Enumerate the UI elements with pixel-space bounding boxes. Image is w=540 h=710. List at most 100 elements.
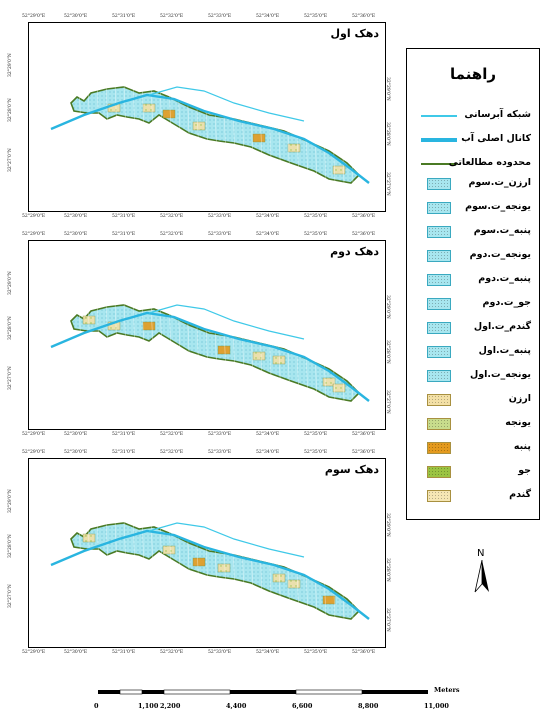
legend-swatch bbox=[427, 274, 451, 286]
crop-parcel bbox=[322, 377, 336, 387]
lon-tick-label: 52°36'0"E bbox=[352, 214, 376, 219]
lon-tick-label: 52°29'0"E bbox=[22, 450, 46, 455]
lon-tick-label: 52°35'0"E bbox=[304, 432, 328, 437]
lat-tick-label: 32°28'0"N bbox=[385, 558, 390, 582]
legend-label: پنبه bbox=[513, 441, 531, 452]
map-canvas bbox=[50, 82, 370, 184]
crop-parcel bbox=[252, 351, 266, 361]
lon-tick-label: 52°32'0"E bbox=[160, 650, 184, 655]
lon-tick-label: 52°29'0"E bbox=[22, 432, 46, 437]
legend-item: شبکه آبرسانی bbox=[415, 107, 539, 125]
legend-swatch bbox=[427, 394, 451, 406]
legend-label: یونجه_ت.دوم bbox=[469, 249, 531, 260]
legend-label: جو bbox=[518, 465, 531, 476]
lon-tick-label: 52°32'0"E bbox=[160, 450, 184, 455]
lon-tick-label: 52°30'0"E bbox=[64, 650, 88, 655]
lon-tick-label: 52°35'0"E bbox=[304, 214, 328, 219]
lat-tick-label: 32°28'0"N bbox=[8, 534, 13, 558]
lon-tick-label: 52°31'0"E bbox=[112, 214, 136, 219]
legend-line-symbol bbox=[421, 163, 457, 165]
scale-tick-label: 6,600 bbox=[292, 702, 313, 710]
legend-swatch bbox=[427, 322, 451, 334]
water-network bbox=[148, 304, 305, 340]
lon-tick-label: 52°35'0"E bbox=[304, 650, 328, 655]
lat-tick-label: 32°27'0"N bbox=[8, 148, 13, 172]
legend-label: شبکه آبرسانی bbox=[464, 109, 531, 120]
lon-tick-label: 52°33'0"E bbox=[208, 432, 232, 437]
crop-parcel bbox=[142, 103, 156, 113]
legend-item: یونجه_ت.اول bbox=[415, 367, 539, 385]
lat-tick-label: 32°29'0"N bbox=[8, 271, 13, 295]
lat-tick-label: 32°27'0"N bbox=[385, 172, 390, 196]
legend-item: گندم_ت.اول bbox=[415, 319, 539, 337]
legend-item: یونجه bbox=[415, 415, 539, 433]
legend-label: یونجه bbox=[505, 417, 531, 428]
map-panel-2: دهک دوم bbox=[28, 240, 386, 430]
crop-parcel bbox=[192, 557, 206, 567]
legend-item: پنبه bbox=[415, 439, 539, 457]
lat-tick-label: 32°27'0"N bbox=[8, 366, 13, 390]
lon-tick-label: 52°36'0"E bbox=[352, 232, 376, 237]
legend-label: پنبه_ت.سوم bbox=[473, 225, 531, 236]
legend-item: پنبه_ت.دوم bbox=[415, 271, 539, 289]
lon-tick-label: 52°32'0"E bbox=[160, 232, 184, 237]
map-canvas bbox=[50, 518, 370, 620]
lon-tick-label: 52°32'0"E bbox=[160, 214, 184, 219]
lat-tick-label: 32°29'0"N bbox=[385, 513, 390, 537]
legend-swatch bbox=[427, 370, 451, 382]
panel-title: دهک اول bbox=[330, 27, 379, 40]
north-arrow: N bbox=[472, 548, 492, 598]
legend-item: یونجه_ت.سوم bbox=[415, 199, 539, 217]
legend-label: محدوده مطالعاتی bbox=[448, 157, 531, 168]
lon-tick-label: 52°36'0"E bbox=[352, 14, 376, 19]
legend-item: پنبه_ت.اول bbox=[415, 343, 539, 361]
legend-item: ارزن_ت.سوم bbox=[415, 175, 539, 193]
lon-tick-label: 52°36'0"E bbox=[352, 432, 376, 437]
legend-item: پنبه_ت.سوم bbox=[415, 223, 539, 241]
scale-tick-label: 4,400 bbox=[226, 702, 247, 710]
legend-swatch bbox=[427, 298, 451, 310]
main-canal bbox=[50, 311, 370, 402]
legend-item: جو_ت.دوم bbox=[415, 295, 539, 313]
lon-tick-label: 52°35'0"E bbox=[304, 232, 328, 237]
crop-parcel bbox=[162, 545, 176, 555]
lon-tick-label: 52°34'0"E bbox=[256, 650, 280, 655]
lon-tick-label: 52°30'0"E bbox=[64, 232, 88, 237]
crop-parcel bbox=[162, 109, 176, 119]
lat-tick-label: 32°27'0"N bbox=[8, 584, 13, 608]
lon-tick-label: 52°32'0"E bbox=[160, 432, 184, 437]
lat-tick-label: 32°28'0"N bbox=[385, 122, 390, 146]
lon-tick-label: 52°30'0"E bbox=[64, 450, 88, 455]
lat-tick-label: 32°27'0"N bbox=[385, 608, 390, 632]
scale-tick-label: 11,000 bbox=[424, 702, 449, 710]
legend: راهنما شبکه آبرسانی کانال اصلی آب محدوده م… bbox=[406, 48, 540, 520]
legend-title: راهنما bbox=[450, 65, 496, 83]
legend-label: پنبه_ت.دوم bbox=[478, 273, 531, 284]
legend-swatch bbox=[427, 418, 451, 430]
lon-tick-label: 52°29'0"E bbox=[22, 14, 46, 19]
scale-tick-label: 8,800 bbox=[358, 702, 379, 710]
crop-parcel bbox=[142, 321, 156, 331]
legend-item: ارزن bbox=[415, 391, 539, 409]
legend-line-symbol bbox=[421, 138, 457, 142]
lon-tick-label: 52°29'0"E bbox=[22, 214, 46, 219]
lat-tick-label: 32°29'0"N bbox=[8, 53, 13, 77]
panel-title: دهک سوم bbox=[324, 463, 379, 476]
legend-label: جو_ت.دوم bbox=[482, 297, 531, 308]
map-panel-1: دهک اول bbox=[28, 22, 386, 212]
lon-tick-label: 52°34'0"E bbox=[256, 14, 280, 19]
legend-item: جو bbox=[415, 463, 539, 481]
crop-parcel bbox=[287, 143, 301, 153]
lon-tick-label: 52°33'0"E bbox=[208, 14, 232, 19]
lon-tick-label: 52°36'0"E bbox=[352, 650, 376, 655]
scale-bar bbox=[98, 689, 428, 695]
crop-parcel bbox=[332, 383, 346, 393]
lon-tick-label: 52°34'0"E bbox=[256, 432, 280, 437]
lon-tick-label: 52°31'0"E bbox=[112, 432, 136, 437]
lon-tick-label: 52°31'0"E bbox=[112, 450, 136, 455]
lat-tick-label: 32°28'0"N bbox=[385, 340, 390, 364]
legend-swatch bbox=[427, 202, 451, 214]
legend-item: گندم bbox=[415, 487, 539, 505]
lat-tick-label: 32°29'0"N bbox=[385, 295, 390, 319]
lon-tick-label: 52°32'0"E bbox=[160, 14, 184, 19]
